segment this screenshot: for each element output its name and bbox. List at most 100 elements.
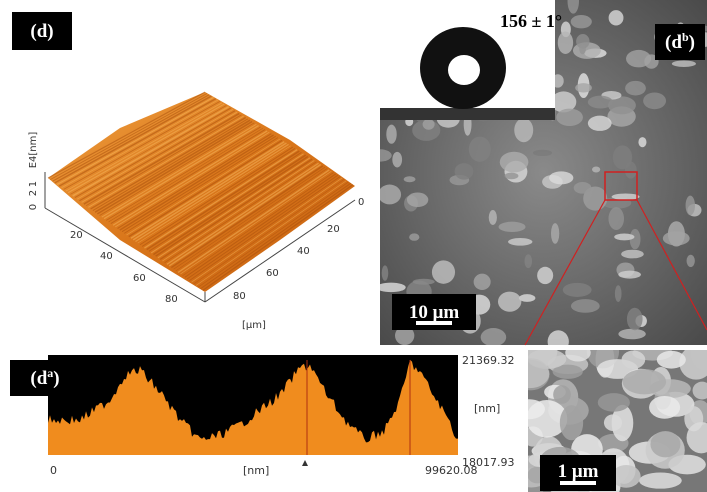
particle xyxy=(489,210,497,225)
particle xyxy=(609,10,624,25)
particle xyxy=(548,330,569,353)
z-tick: 0 xyxy=(28,204,39,210)
particle xyxy=(533,150,552,156)
particle xyxy=(404,176,416,182)
x-start: 0 xyxy=(50,464,57,477)
label-text: (d xyxy=(30,368,47,389)
label-text: ) xyxy=(47,21,53,42)
particle xyxy=(687,255,695,267)
left-tick: 40 xyxy=(100,251,113,262)
figure: (d) E4[nm] 2 1 0 20 40 60 80 0 20 40 60 … xyxy=(0,0,707,492)
particle xyxy=(537,267,553,284)
particle xyxy=(376,283,405,293)
particle xyxy=(551,223,559,244)
particle xyxy=(618,329,645,340)
right-tick: 80 xyxy=(233,291,246,302)
particle xyxy=(588,116,612,131)
particle xyxy=(672,60,696,66)
particle xyxy=(614,233,634,240)
page: (d) E4[nm] 2 1 0 20 40 60 80 0 20 40 60 … xyxy=(0,0,707,492)
particle xyxy=(558,31,573,54)
particle xyxy=(626,50,651,67)
particle xyxy=(612,465,641,488)
panel-label: (da) xyxy=(30,366,59,389)
zoom-panel: 1 μm xyxy=(510,334,707,492)
left-tick: 60 xyxy=(133,273,146,284)
particle xyxy=(500,152,529,173)
particle xyxy=(382,265,389,280)
particle xyxy=(657,351,686,369)
substrate xyxy=(380,108,555,120)
label-text: (d xyxy=(30,21,47,42)
particle xyxy=(571,15,592,28)
y-max: 21369.32 xyxy=(462,354,515,367)
y-unit: [nm] xyxy=(474,402,500,415)
particle xyxy=(499,222,526,232)
particle xyxy=(575,83,592,92)
particle xyxy=(409,233,419,240)
particle xyxy=(623,369,667,394)
droplet-highlight xyxy=(448,55,480,85)
particle xyxy=(625,81,646,96)
particle xyxy=(455,163,474,180)
particle xyxy=(504,173,518,180)
particle xyxy=(574,182,592,194)
panel-label: (d) xyxy=(30,21,53,42)
particle xyxy=(563,283,592,297)
particle xyxy=(627,308,643,330)
particle xyxy=(413,279,435,285)
afm-panel: (d) E4[nm] 2 1 0 20 40 60 80 0 20 40 60 … xyxy=(12,12,364,331)
particle xyxy=(608,207,624,230)
particle xyxy=(622,351,646,369)
particle xyxy=(598,393,630,412)
right-tick: 60 xyxy=(266,268,279,279)
particle xyxy=(556,109,583,126)
scale-bar-label: 1 μm xyxy=(558,461,599,482)
profile-panel: (da) 21369.32 [nm] 18017.93 0 [nm] 99620… xyxy=(10,354,515,477)
sem-panel: 156 ± 1° (db) 10 μm xyxy=(368,0,707,353)
particle xyxy=(686,196,695,216)
label-text: ) xyxy=(53,368,59,389)
particle xyxy=(524,254,532,268)
particle xyxy=(625,162,637,179)
axis-unit: [μm] xyxy=(242,320,266,331)
z-tick: 2 xyxy=(28,190,39,196)
particle xyxy=(560,405,583,440)
label-text: ) xyxy=(689,32,695,53)
right-tick: 40 xyxy=(297,246,310,257)
particle xyxy=(423,119,435,130)
particle xyxy=(474,274,491,290)
scale-bar-label: 10 μm xyxy=(409,302,460,323)
label-text: (d xyxy=(665,32,682,53)
particle xyxy=(571,299,600,313)
left-tick: 80 xyxy=(165,294,178,305)
particle xyxy=(639,472,682,488)
particle xyxy=(368,149,391,161)
particle xyxy=(549,171,573,184)
left-tick: 20 xyxy=(70,230,83,241)
particle xyxy=(514,118,533,142)
x-unit: [nm] xyxy=(243,464,269,477)
particle xyxy=(649,396,680,419)
panel-label: (db) xyxy=(665,30,695,53)
particle xyxy=(498,292,521,312)
particle xyxy=(407,193,428,208)
particle xyxy=(481,328,507,346)
particle xyxy=(378,185,401,205)
particle xyxy=(650,431,680,457)
contact-angle: 156 ± 1° xyxy=(500,11,562,31)
particle xyxy=(469,137,491,162)
particle xyxy=(432,260,455,283)
scale-bar xyxy=(416,321,452,325)
particle xyxy=(615,285,622,302)
particle xyxy=(392,152,402,168)
x-end: 99620.08 xyxy=(425,464,478,477)
scale-bar xyxy=(560,481,596,485)
particle xyxy=(386,125,396,144)
particle xyxy=(643,92,666,109)
particle xyxy=(588,96,613,109)
particle xyxy=(565,344,591,361)
z-unit: E4[nm] xyxy=(28,132,39,169)
particle xyxy=(618,271,641,279)
right-tick: 0 xyxy=(358,197,364,208)
